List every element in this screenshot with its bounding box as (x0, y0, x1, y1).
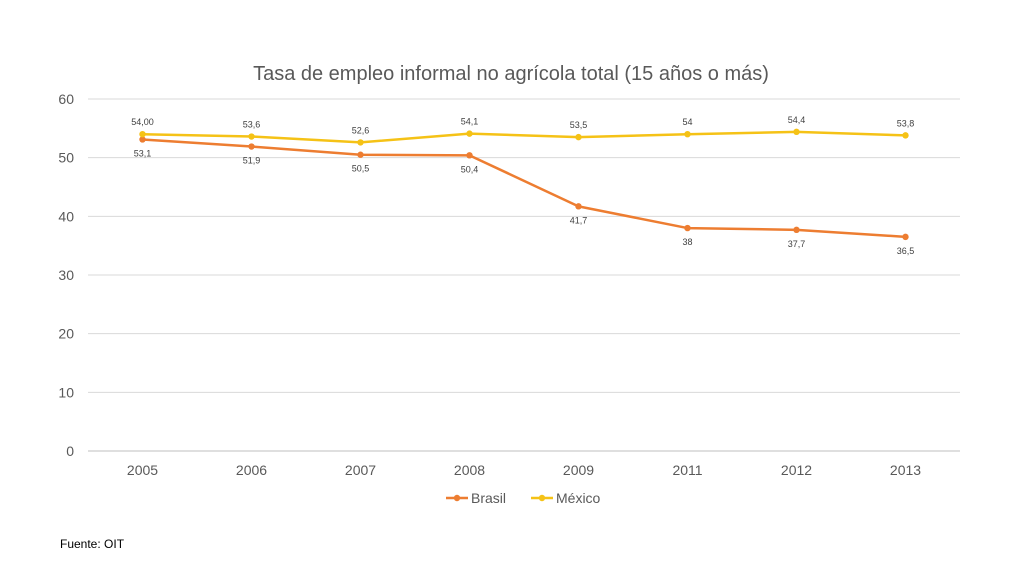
x-tick-label: 2005 (127, 462, 158, 478)
data-label: 38 (682, 237, 692, 247)
data-point (684, 131, 691, 138)
data-label: 53,8 (897, 118, 915, 128)
data-point (466, 152, 473, 159)
data-label: 54,1 (461, 117, 479, 127)
data-label: 51,9 (243, 156, 261, 166)
data-point (902, 233, 909, 241)
y-tick-label: 50 (58, 150, 74, 166)
data-label: 53,5 (570, 120, 588, 130)
x-tick-label: 2013 (890, 462, 921, 478)
data-label: 54,4 (788, 115, 806, 125)
legend-marker (453, 494, 461, 502)
data-label: 37,7 (788, 239, 806, 249)
x-tick-label: 2008 (454, 462, 485, 478)
data-label: 53,6 (243, 120, 261, 130)
data-point (575, 203, 582, 210)
y-axis-ticks: 0 10 20 30 40 50 60 (58, 91, 74, 459)
data-label: 50,4 (461, 164, 479, 174)
chart-title: Tasa de empleo informal no agrícola tota… (253, 63, 769, 85)
series-line (142, 138, 906, 239)
x-tick-label: 2009 (563, 462, 594, 478)
data-point (793, 128, 800, 136)
y-tick-label: 60 (58, 91, 74, 107)
y-tick-label: 30 (58, 267, 74, 283)
data-labels: 53,1 51,9 50,5 50,4 41,7 38 37,7 36,5 54,00 53,6 5… (131, 115, 914, 256)
y-tick-label: 40 (58, 208, 74, 224)
data-point (793, 226, 800, 234)
series-line (142, 130, 906, 144)
data-point (902, 132, 909, 139)
legend: Brasil México (446, 490, 601, 506)
x-tick-label: 2006 (236, 462, 267, 478)
data-point (248, 133, 255, 140)
data-label: 54,00 (131, 117, 154, 127)
source-note: Fuente: OIT (60, 537, 125, 551)
y-tick-label: 10 (58, 384, 74, 400)
x-tick-label: 2012 (781, 462, 812, 478)
y-tick-label: 0 (66, 443, 74, 459)
gridlines (88, 98, 960, 452)
data-label: 53,1 (134, 148, 152, 158)
data-point (466, 130, 473, 137)
legend-marker (538, 494, 546, 502)
data-point (575, 133, 582, 141)
data-point (684, 224, 691, 232)
data-label: 54 (682, 117, 692, 127)
data-point (357, 139, 364, 146)
data-label: 36,5 (897, 246, 915, 256)
legend-label: México (556, 490, 601, 506)
x-tick-label: 2007 (345, 462, 376, 478)
data-point (357, 151, 364, 158)
data-label: 52,6 (352, 125, 370, 135)
x-axis-ticks: 2005 2006 2007 2008 2009 2011 2012 2013 (127, 462, 921, 478)
x-tick-label: 2011 (672, 462, 702, 478)
data-point (248, 143, 255, 150)
legend-label: Brasil (471, 490, 506, 506)
data-point (139, 131, 146, 138)
y-tick-label: 20 (58, 326, 74, 342)
data-point (139, 136, 146, 143)
series-group (139, 128, 909, 241)
data-label: 41,7 (570, 215, 588, 225)
data-label: 50,5 (352, 164, 370, 174)
